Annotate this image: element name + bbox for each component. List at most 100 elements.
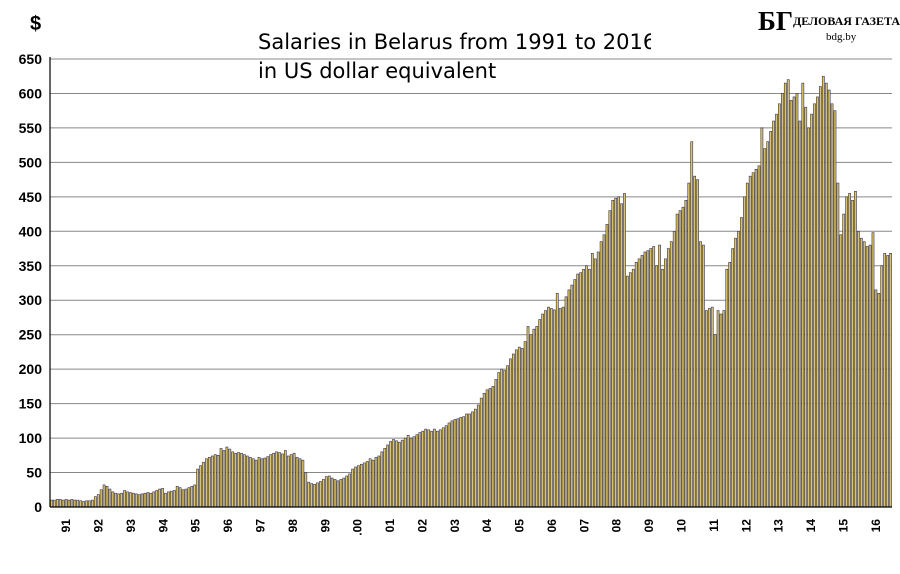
- bar: [339, 479, 343, 508]
- bar: [231, 451, 235, 508]
- y-tick-label: 200: [19, 361, 43, 377]
- bar: [579, 272, 582, 508]
- bar: [593, 258, 597, 508]
- bar: [418, 432, 422, 508]
- bar: [544, 310, 547, 508]
- bar: [634, 262, 638, 508]
- bar: [137, 494, 141, 508]
- bar: [175, 486, 179, 508]
- bar: [500, 368, 504, 508]
- bar: [801, 82, 805, 508]
- bar: [58, 499, 62, 508]
- bar: [725, 268, 729, 508]
- bar: [400, 439, 404, 508]
- y-tick-label: 550: [19, 120, 43, 136]
- bar: [283, 450, 287, 508]
- x-tick-label: 94: [156, 519, 170, 533]
- x-tick-label: 92: [92, 519, 106, 533]
- bar: [775, 113, 778, 508]
- bar: [485, 389, 489, 508]
- bar: [395, 440, 398, 508]
- bar: [409, 437, 413, 508]
- bar: [745, 182, 749, 508]
- bar: [453, 419, 457, 508]
- bar: [67, 499, 71, 508]
- y-tick-label: 600: [19, 85, 43, 101]
- bar: [167, 491, 170, 508]
- bar: [266, 456, 270, 508]
- bar: [786, 79, 790, 508]
- bar: [626, 275, 629, 508]
- bar: [783, 82, 787, 508]
- bar: [748, 175, 752, 508]
- x-tick-label: 11: [707, 519, 721, 532]
- bar: [865, 246, 869, 508]
- bar: [491, 386, 495, 508]
- bar: [532, 328, 536, 508]
- bar: [412, 436, 416, 508]
- bar: [804, 106, 808, 508]
- bar: [810, 113, 813, 508]
- bar: [360, 463, 363, 508]
- x-tick-label: 02: [415, 519, 429, 533]
- bar: [225, 446, 229, 508]
- bar: [517, 346, 521, 508]
- bar: [772, 120, 775, 508]
- bar: [503, 370, 506, 508]
- bar: [333, 479, 337, 508]
- bar: [354, 466, 357, 508]
- bar: [295, 457, 299, 508]
- bar: [120, 492, 123, 508]
- bar: [514, 349, 518, 508]
- bar: [836, 182, 840, 508]
- bar: [643, 251, 647, 508]
- bar: [573, 279, 577, 508]
- y-tick-label: 100: [19, 430, 43, 446]
- bar: [357, 465, 360, 508]
- bar: [199, 465, 202, 508]
- bar: [555, 293, 559, 508]
- bar: [111, 491, 115, 508]
- bar: [134, 493, 138, 508]
- bar: [664, 258, 667, 508]
- bar: [368, 458, 372, 508]
- x-tick-label: 13: [772, 519, 786, 533]
- bar: [380, 451, 384, 508]
- bar: [216, 455, 220, 508]
- bar: [263, 457, 267, 508]
- bar: [646, 250, 650, 508]
- bar: [82, 501, 85, 508]
- bar: [456, 418, 460, 508]
- bar: [877, 293, 881, 508]
- bar: [345, 475, 349, 508]
- bar: [763, 148, 767, 508]
- y-tick-label: 350: [19, 258, 43, 274]
- bar: [781, 93, 784, 508]
- bar: [421, 430, 425, 508]
- bar: [684, 199, 688, 508]
- bar: [108, 488, 112, 508]
- bar: [351, 468, 354, 508]
- y-tick-label: 650: [19, 51, 43, 67]
- bar: [129, 492, 132, 508]
- bar: [669, 241, 673, 508]
- bar: [213, 454, 217, 508]
- bar: [196, 468, 199, 508]
- bar: [374, 457, 378, 508]
- bar: [430, 430, 433, 508]
- bar: [161, 488, 164, 508]
- x-tick-label: 05: [513, 519, 527, 533]
- bar: [436, 430, 439, 508]
- y-tick-label: 150: [19, 396, 43, 412]
- x-tick-label: 95: [189, 519, 203, 533]
- bar: [202, 461, 205, 508]
- bar: [707, 308, 711, 508]
- bar: [512, 353, 515, 508]
- x-tick-label: .00: [351, 519, 365, 536]
- bar: [883, 253, 887, 508]
- bar: [526, 326, 530, 508]
- x-tick-label: 93: [124, 519, 138, 533]
- bar: [731, 248, 735, 508]
- bar: [474, 408, 477, 508]
- bar: [710, 306, 714, 508]
